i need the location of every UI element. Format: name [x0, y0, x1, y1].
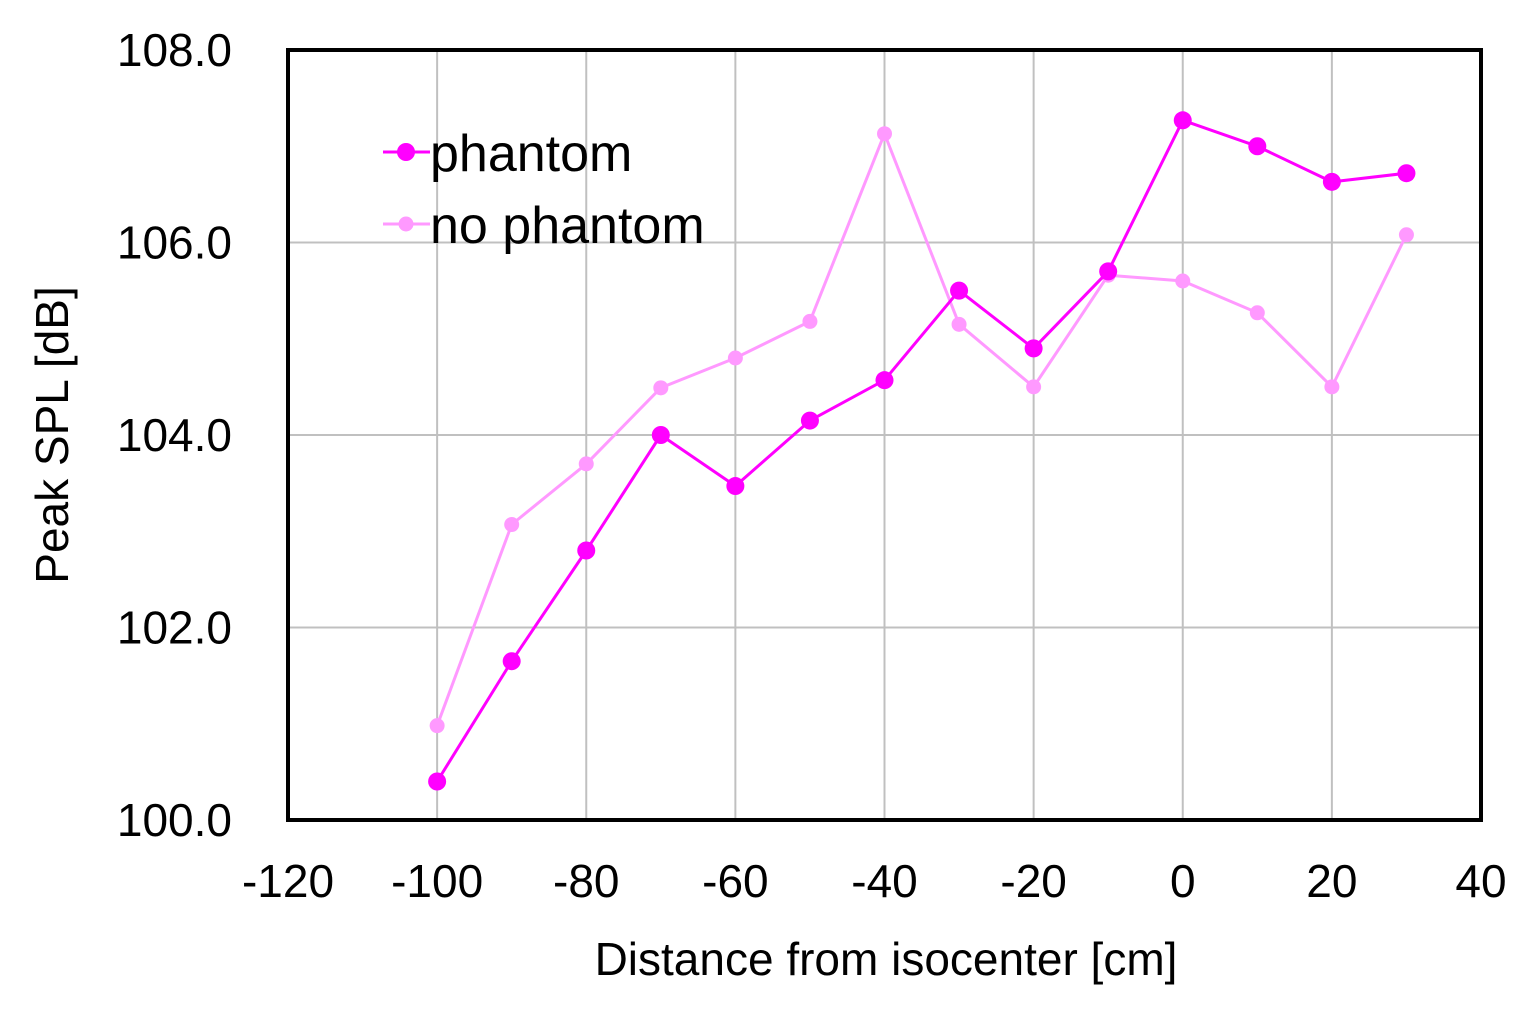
legend-marker-phantom [397, 143, 415, 161]
data-point-phantom [502, 652, 521, 671]
data-point-phantom [428, 772, 447, 791]
x-tick-label: -100 [391, 855, 483, 907]
y-tick-label: 108.0 [117, 24, 232, 76]
data-point-phantom [800, 411, 819, 430]
data-point-phantom [1024, 339, 1043, 358]
data-point-no-phantom [802, 313, 818, 329]
data-point-no-phantom [429, 718, 445, 734]
y-tick-label: 102.0 [117, 602, 232, 654]
series-layer [428, 111, 1416, 791]
data-point-no-phantom [1249, 305, 1265, 321]
plot-area-frame [286, 48, 1483, 822]
series-line-no-phantom [435, 132, 1408, 727]
y-axis-title: Peak SPL [dB] [26, 286, 78, 583]
legend-label-no-phantom: no phantom [430, 197, 705, 255]
data-point-phantom [1397, 164, 1416, 183]
legend-label-phantom: phantom [430, 125, 632, 183]
data-point-no-phantom [1398, 227, 1414, 243]
data-point-no-phantom [504, 517, 520, 533]
data-point-phantom [1322, 172, 1341, 191]
data-point-no-phantom [877, 126, 892, 142]
data-point-no-phantom [727, 350, 743, 366]
legend: phantom no phantom [383, 125, 705, 255]
y-tick-label: 104.0 [117, 409, 232, 461]
data-point-phantom [1099, 262, 1118, 281]
x-tick-label: 40 [1455, 855, 1506, 907]
data-point-no-phantom [653, 380, 669, 396]
series-line-phantom [435, 118, 1407, 783]
data-point-phantom [651, 426, 670, 444]
data-point-phantom [1248, 137, 1267, 156]
x-tick-label: -120 [242, 855, 334, 907]
y-axis-ticks: 100.0 102.0 104.0 106.0 108.0 [117, 24, 232, 846]
data-point-no-phantom [1324, 379, 1340, 395]
data-point-phantom [577, 541, 596, 560]
data-point-no-phantom [1175, 273, 1191, 289]
data-point-phantom [1173, 111, 1192, 130]
legend-marker-no-phantom [398, 216, 414, 232]
x-tick-label: -80 [553, 855, 619, 907]
y-tick-label: 106.0 [117, 217, 232, 269]
data-point-phantom [950, 281, 969, 300]
x-tick-label: 0 [1170, 855, 1196, 907]
data-point-no-phantom [578, 456, 594, 472]
y-tick-label: 100.0 [117, 794, 232, 846]
x-tick-label: -20 [1000, 855, 1066, 907]
data-point-phantom [875, 371, 894, 390]
x-tick-label: -40 [851, 855, 917, 907]
data-point-no-phantom [951, 316, 967, 332]
x-tick-label: -60 [702, 855, 768, 907]
data-point-phantom [726, 477, 745, 496]
data-point-no-phantom [1026, 379, 1042, 395]
x-axis-ticks: -120 -100 -80 -60 -40 -20 0 20 40 [242, 855, 1507, 907]
x-tick-label: 20 [1306, 855, 1357, 907]
x-axis-title: Distance from isocenter [cm] [595, 933, 1178, 985]
